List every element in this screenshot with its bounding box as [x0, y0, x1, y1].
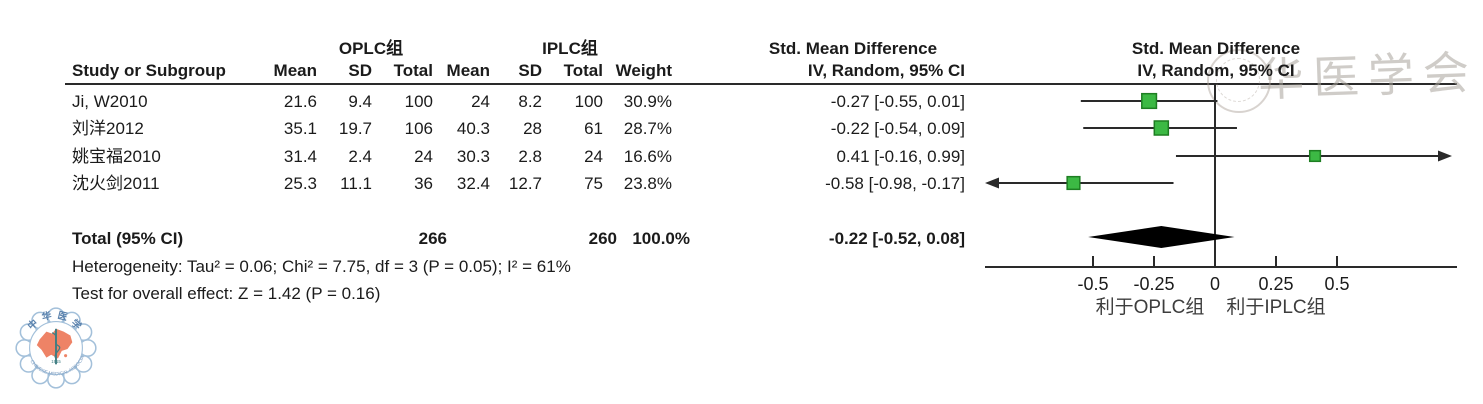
table-cell-sd1: 9.4: [348, 92, 372, 111]
table-cell-total2: 100: [574, 92, 603, 111]
column-header-ci: IV, Random, 95% CI: [807, 61, 965, 80]
table-cell-mean1: 21.6: [283, 92, 317, 111]
group-header-iplc: IPLC组: [542, 39, 598, 58]
table-cell-sd2: 8.2: [518, 92, 542, 111]
study-label: 刘洋2012: [72, 119, 144, 138]
study-label: 姚宝福2010: [72, 147, 161, 166]
table-cell-weight: 23.8%: [623, 174, 672, 193]
study-label: 沈火剑2011: [72, 174, 160, 193]
effect-square: [1141, 92, 1158, 110]
axis-tick-label: 0: [1210, 274, 1220, 294]
logo-top-char: 医: [56, 310, 68, 323]
group-header-smd: Std. Mean Difference: [768, 39, 938, 58]
table-cell-weight: 28.7%: [623, 119, 672, 138]
table-cell-ci: -0.58 [-0.98, -0.17]: [825, 174, 965, 193]
axis-tick-label: -0.5: [1077, 274, 1108, 294]
table-cell-sd2: 2.8: [518, 147, 542, 166]
table-cell-total1: 24: [414, 147, 433, 166]
table-cell-sd1: 11.1: [340, 174, 372, 193]
effect-square: [1153, 120, 1170, 136]
logo-snake: [51, 332, 61, 359]
table-cell-ci: -0.22 [-0.54, 0.09]: [830, 119, 965, 138]
logo-top-char: 华: [41, 309, 54, 323]
logo-island: [64, 354, 68, 358]
header-divider: [65, 83, 1457, 85]
total-diamond: [1088, 226, 1235, 248]
table-cell-mean1: 31.4: [283, 147, 317, 166]
table-cell-ci: 0.41 [-0.16, 0.99]: [836, 147, 965, 166]
effect-square: [1308, 149, 1322, 163]
table-cell-weight: 30.9%: [623, 92, 672, 111]
total-iplc-n: 260: [588, 229, 617, 248]
column-header-mean: Mean: [273, 61, 317, 80]
plot-title: Std. Mean Difference: [1131, 39, 1301, 58]
table-cell-sd2: 12.7: [508, 174, 542, 193]
column-header-sd: SD: [518, 61, 542, 80]
total-weight: 100.0%: [632, 229, 690, 248]
column-header-mean: Mean: [446, 61, 490, 80]
watermark-seal-inner: [1216, 58, 1260, 102]
table-cell-mean1: 35.1: [283, 119, 317, 138]
total-ci: -0.22 [-0.52, 0.08]: [828, 229, 965, 248]
overall-effect-stats: Test for overall effect: Z = 1.42 (P = 0…: [72, 284, 381, 303]
axis-tick-label: -0.25: [1133, 274, 1174, 294]
ci-arrow-left: [985, 177, 999, 189]
plot-subtitle: IV, Random, 95% CI: [1137, 61, 1295, 80]
table-cell-sd1: 19.7: [338, 119, 372, 138]
column-header-total: Total: [393, 61, 433, 80]
table-cell-total2: 61: [584, 119, 603, 138]
table-cell-mean2: 40.3: [456, 119, 490, 138]
table-cell-sd2: 28: [523, 119, 542, 138]
axis-tick-label: 0.25: [1258, 274, 1293, 294]
ci-arrow-right: [1438, 150, 1452, 162]
table-cell-total2: 75: [584, 174, 603, 193]
effect-square: [1066, 175, 1081, 191]
favours-left-label: 利于OPLC组: [1095, 297, 1205, 318]
table-cell-mean1: 25.3: [283, 174, 317, 193]
logo-year: 1915: [51, 359, 61, 364]
study-label: Ji, W2010: [72, 92, 148, 111]
table-cell-total1: 100: [404, 92, 433, 111]
table-cell-weight: 16.6%: [623, 147, 672, 166]
table-cell-total1: 36: [414, 174, 433, 193]
heterogeneity-stats: Heterogeneity: Tau² = 0.06; Chi² = 7.75,…: [72, 257, 571, 276]
total-oplc-n: 266: [418, 229, 447, 248]
favours-right-label: 利于IPLC组: [1226, 297, 1326, 318]
table-cell-total2: 24: [584, 147, 603, 166]
table-cell-ci: -0.27 [-0.55, 0.01]: [830, 92, 965, 111]
column-header-study: Study or Subgroup: [72, 61, 226, 80]
table-cell-mean2: 32.4: [456, 174, 490, 193]
forest-plot: -0.5 -0.25 0 0.25 0.5: [985, 83, 1457, 294]
group-header-oplc: OPLC组: [338, 39, 404, 58]
logo-china-map: [36, 328, 73, 359]
table-cell-sd1: 2.4: [348, 147, 372, 166]
table-cell-total1: 106: [404, 119, 433, 138]
total-label: Total (95% CI): [72, 229, 184, 248]
table-cell-mean2: 24: [471, 92, 490, 111]
column-header-total: Total: [563, 61, 603, 80]
column-header-sd: SD: [348, 61, 372, 80]
table-cell-mean2: 30.3: [456, 147, 490, 166]
watermark-seal: [1207, 49, 1271, 113]
column-header-weight: Weight: [615, 61, 672, 80]
axis-tick-label: 0.5: [1324, 274, 1349, 294]
